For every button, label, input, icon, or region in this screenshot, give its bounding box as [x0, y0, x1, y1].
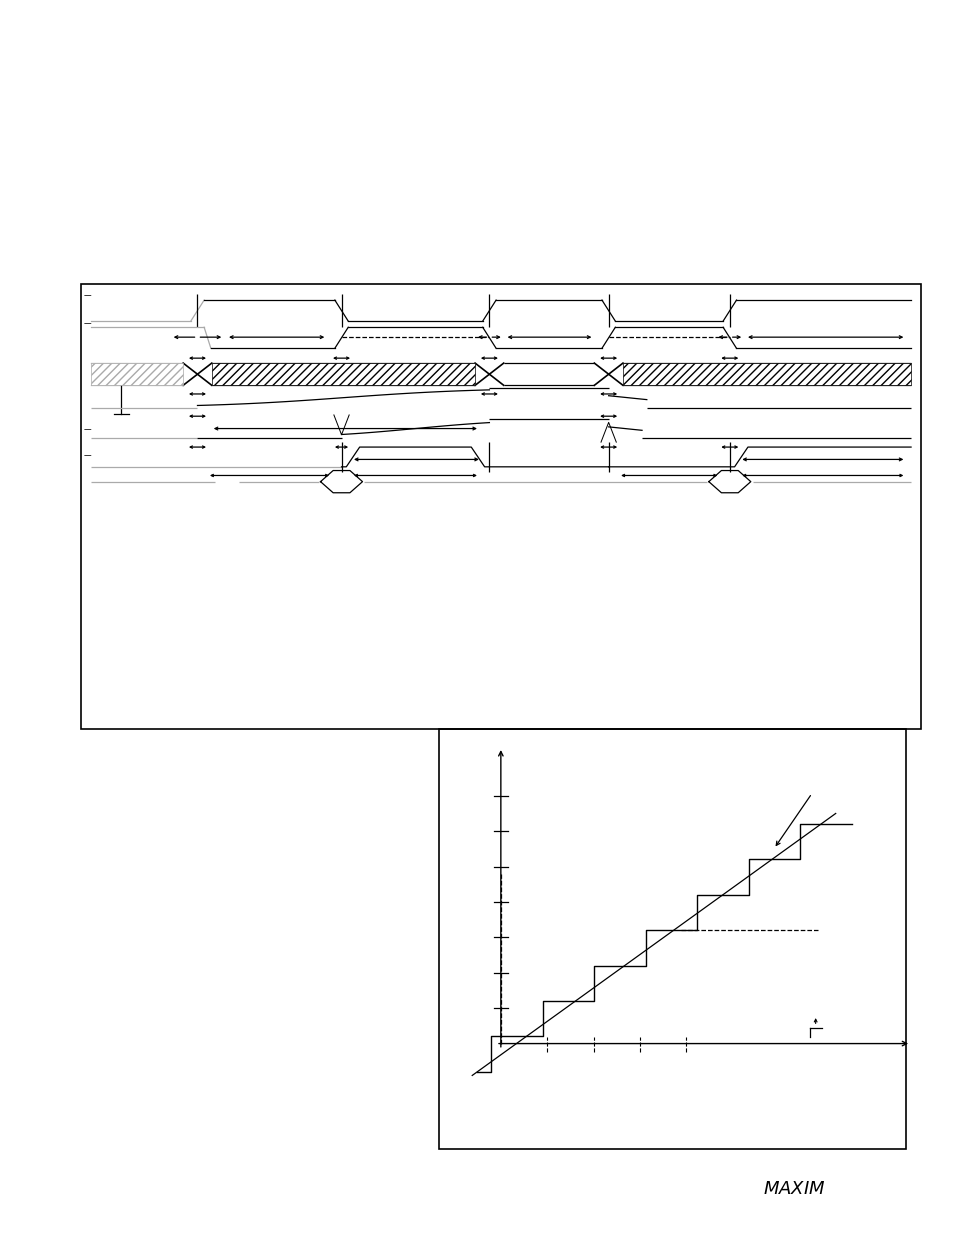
- Text: —: —: [84, 319, 91, 329]
- Bar: [81, 284, 920, 729]
- Polygon shape: [622, 363, 910, 385]
- Bar: [438, 729, 905, 1149]
- Text: —: —: [84, 425, 91, 435]
- Polygon shape: [212, 363, 475, 385]
- Text: —: —: [84, 451, 91, 461]
- Text: $\it{MAXIM}$: $\it{MAXIM}$: [762, 1181, 825, 1198]
- Text: —: —: [84, 290, 91, 300]
- Polygon shape: [91, 363, 183, 385]
